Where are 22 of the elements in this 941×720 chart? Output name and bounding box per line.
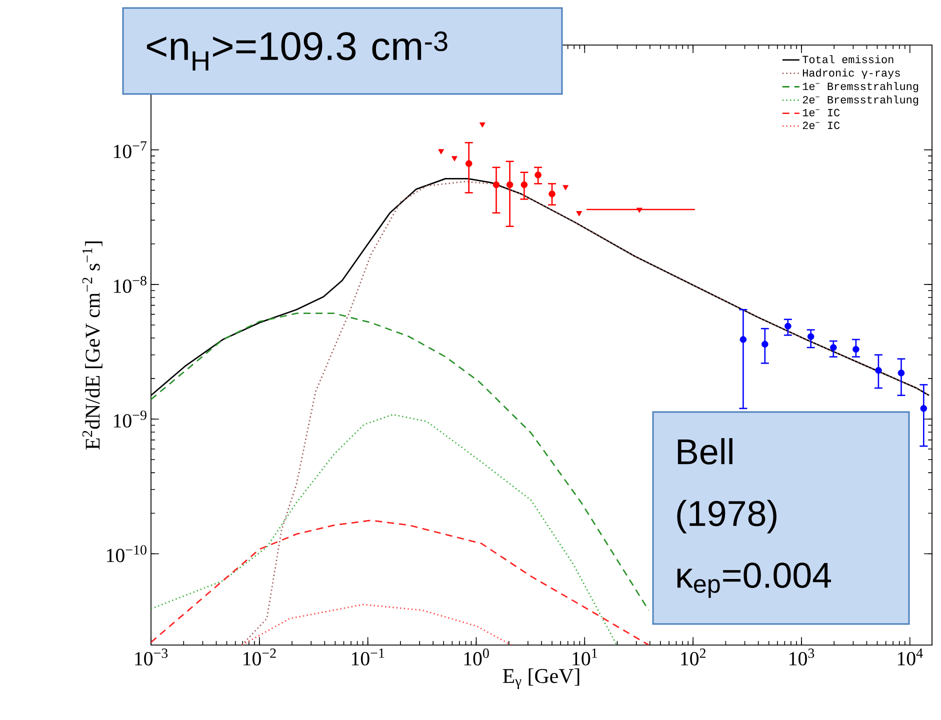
x-tick-label: 10$^{2}$ <box>681 648 706 666</box>
y-tick-label: 10$^{−9}$ <box>114 410 146 428</box>
x-tick-label: 10$^{−3}$ <box>135 648 168 666</box>
legend-label: 1e$^{−}$ IC <box>802 108 840 116</box>
legend-label: 2e$^{−}$ Bremsstrahlung <box>802 95 918 106</box>
x-axis-title: E$_{γ}$ [GeV] <box>502 668 580 690</box>
x-tick-label: 10$^{−1}$ <box>352 648 384 666</box>
x-tick-label: 10$^{4}$ <box>898 648 923 666</box>
legend-label: 1e$^{−}$ Bremsstrahlung <box>802 82 918 92</box>
x-tick-label: 10$^{1}$ <box>572 648 598 666</box>
annotation: <n$_{H}$>=109.3 cm$^{-3}$ <box>146 31 448 71</box>
legend-label: 2e$^{−}$ IC <box>802 122 840 130</box>
legend-label: Total emission <box>802 55 894 64</box>
x-tick-label: 10$^{0}$ <box>464 648 489 666</box>
x-tick-label: 10$^{3}$ <box>790 648 814 666</box>
y-tick-label: 10$^{−7}$ <box>114 141 147 158</box>
y-axis-title: E$^{2}$dN/dE [GeV cm$^{−2}$ s$^{−1}$] <box>82 241 102 450</box>
y-tick-label: 10$^{−10}$ <box>106 545 146 562</box>
y-tick-label: 10$^{−8}$ <box>114 276 146 293</box>
x-tick-label: 10$^{−2}$ <box>244 648 276 666</box>
legend-label: Hadronic γ-rays <box>802 68 900 79</box>
annotation: Bell (1978) κ$_{ep}$=0.004 <box>677 438 831 598</box>
